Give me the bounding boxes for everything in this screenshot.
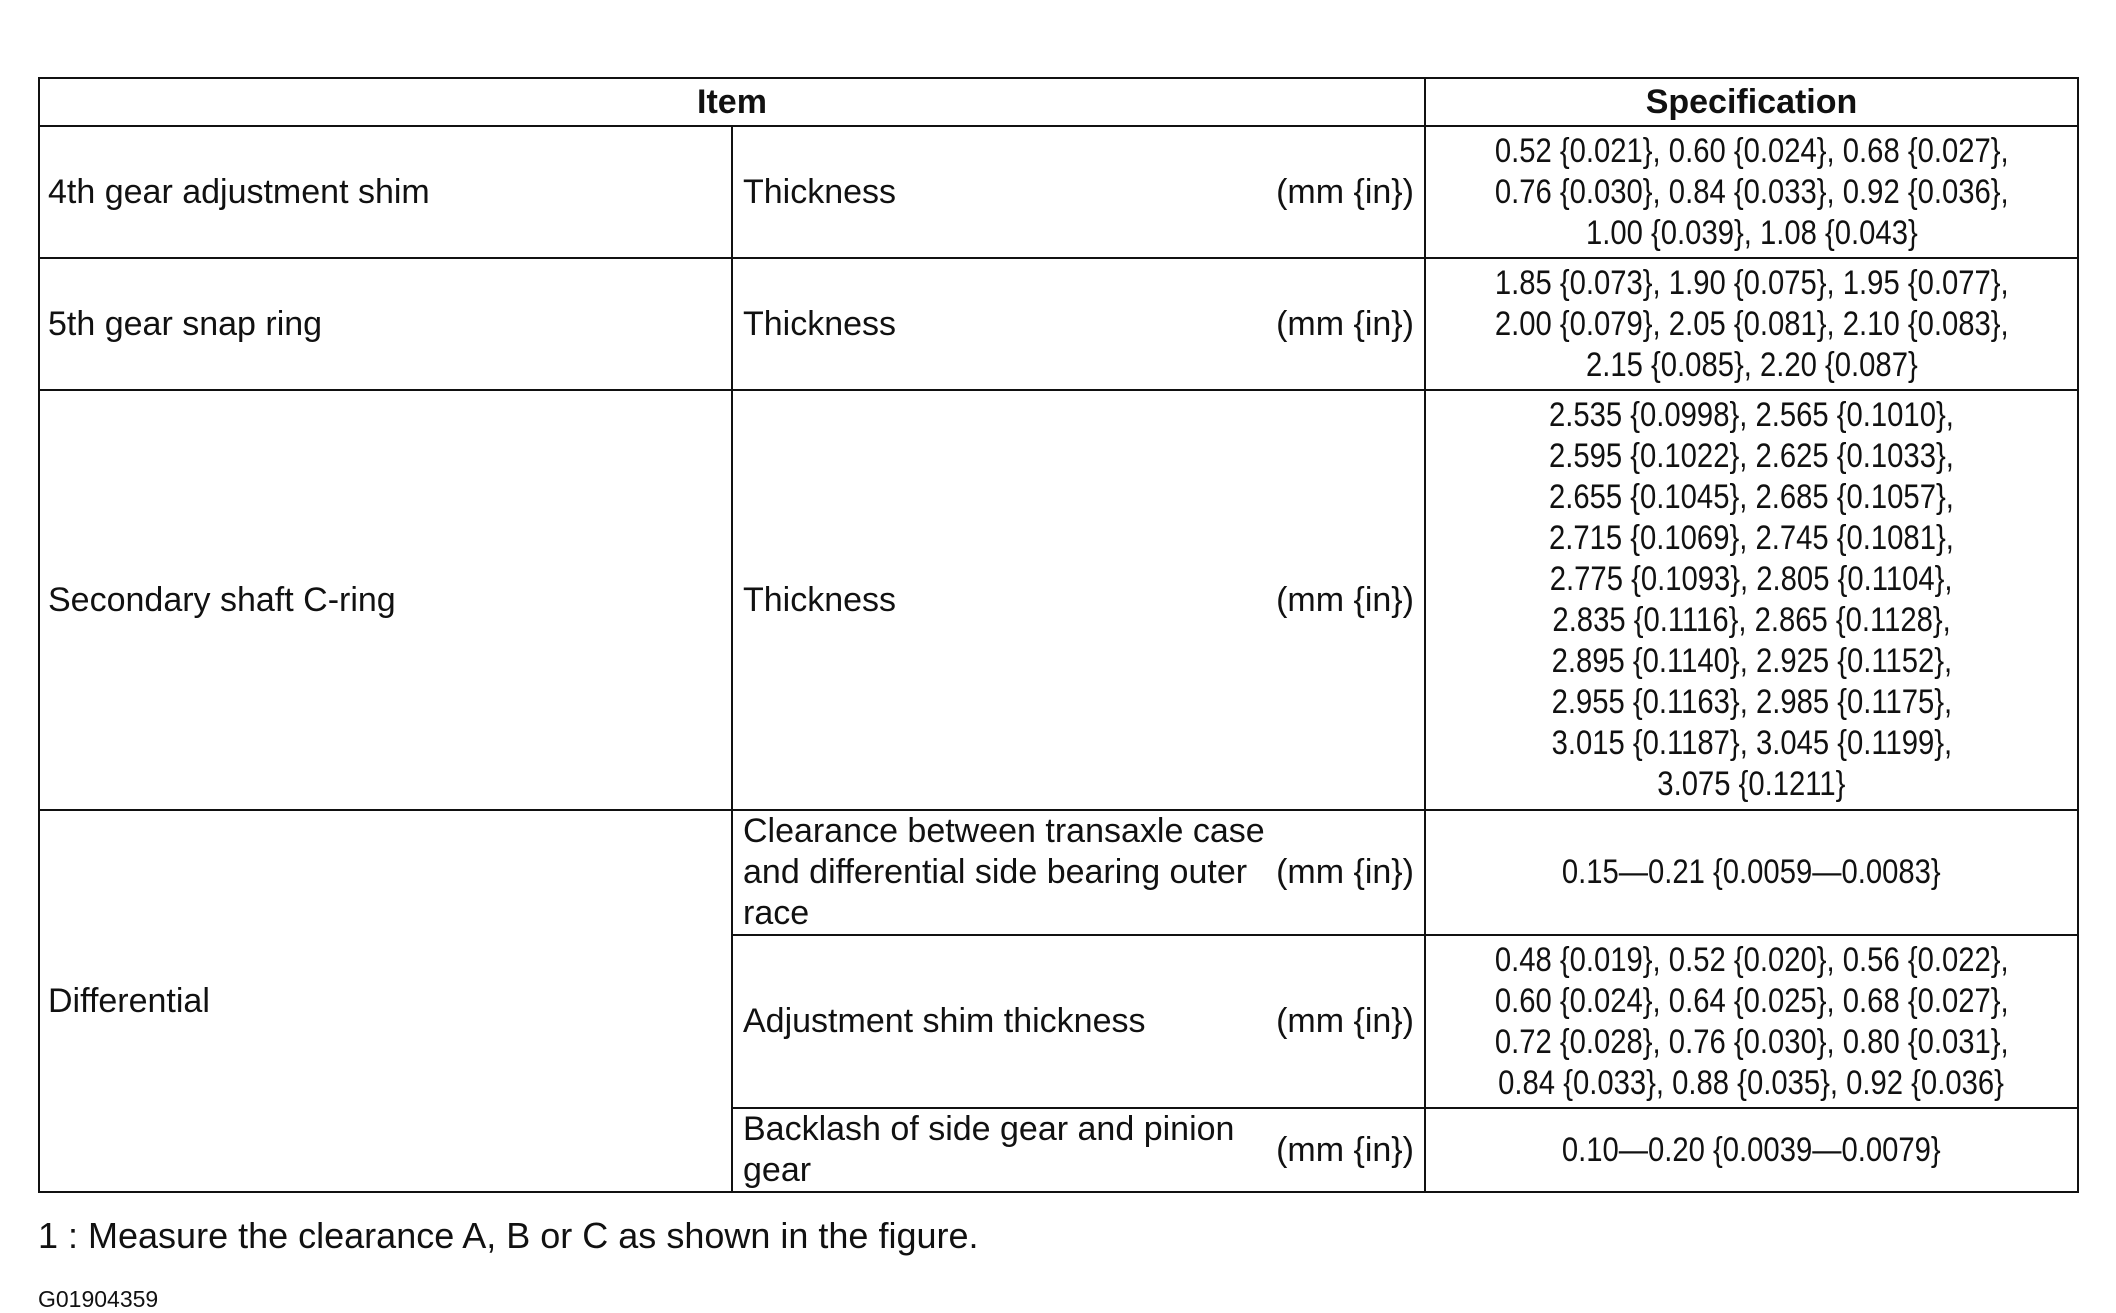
- spec-line: 2.835 {0.1116}, 2.865 {0.1128},: [1552, 601, 1951, 639]
- spec-line: 2.655 {0.1045}, 2.685 {0.1057},: [1549, 478, 1954, 516]
- table-row: 4th gear adjustment shim Thickness (mm {i…: [38, 125, 2079, 259]
- table-row: Secondary shaft C-ring Thickness (mm {in}…: [38, 389, 2079, 811]
- spec-cell: 0.48 {0.019}, 0.52 {0.020}, 0.56 {0.022}…: [1424, 934, 2079, 1109]
- unit-label: (mm {in}): [1276, 304, 1414, 343]
- spec-line: 3.015 {0.1187}, 3.045 {0.1199},: [1551, 724, 1952, 762]
- item-label: Thickness: [743, 304, 897, 343]
- unit-label: (mm {in}): [1276, 172, 1414, 211]
- spec-line: 2.775 {0.1093}, 2.805 {0.1104},: [1550, 560, 1953, 598]
- spec-line: 2.15 {0.085}, 2.20 {0.087}: [1585, 345, 1918, 384]
- spec-line: 0.84 {0.033}, 0.88 {0.035}, 0.92 {0.036}: [1498, 1063, 2005, 1102]
- spec-line: 0.60 {0.024}, 0.64 {0.025}, 0.68 {0.027}…: [1494, 981, 2009, 1020]
- spec-line: 2.895 {0.1140}, 2.925 {0.1152},: [1551, 642, 1952, 680]
- group-cell: Secondary shaft C-ring: [38, 389, 733, 811]
- specification-table: Item Specification 4th gear adjustment s…: [38, 77, 2079, 1193]
- table-row: Backlash of side gear and pinion gear (mm…: [39, 1107, 2079, 1193]
- table-row: Adjustment shim thickness (mm {in}) 0.48 …: [39, 934, 2079, 1109]
- item-label: Adjustment shim thickness: [743, 1002, 1146, 1040]
- spec-line: 1.00 {0.039}, 1.08 {0.043}: [1585, 213, 1918, 252]
- unit-label: (mm {in}): [1276, 853, 1414, 891]
- group-cell: 5th gear snap ring: [38, 257, 733, 391]
- spec-line: 2.535 {0.0998}, 2.565 {0.1010},: [1549, 396, 1954, 434]
- group-cell: 4th gear adjustment shim: [38, 125, 733, 259]
- header-specification: Specification: [1424, 77, 2079, 127]
- spec-cell: 2.535 {0.0998}, 2.565 {0.1010}, 2.595 {0.…: [1424, 389, 2079, 811]
- table-row: 5th gear snap ring Thickness (mm {in}) 1.…: [38, 257, 2079, 391]
- item-label: Clearance between transaxle case and dif…: [743, 812, 1265, 932]
- spec-cell: 1.85 {0.073}, 1.90 {0.075}, 1.95 {0.077}…: [1424, 257, 2079, 391]
- spec-line: 2.715 {0.1069}, 2.745 {0.1081},: [1549, 519, 1954, 557]
- group-cell: Differential: [38, 809, 733, 1193]
- spec-line: 0.76 {0.030}, 0.84 {0.033}, 0.92 {0.036}…: [1494, 172, 2009, 211]
- spec-line: 3.075 {0.1211}: [1657, 765, 1846, 803]
- spec-line: 0.10—0.20 {0.0039—0.0079}: [1562, 1130, 1941, 1169]
- spec-cell: 0.52 {0.021}, 0.60 {0.024}, 0.68 {0.027}…: [1424, 125, 2079, 259]
- item-label: Thickness: [743, 580, 897, 619]
- footnote: 1 : Measure the clearance A, B or C as s…: [38, 1215, 979, 1256]
- spec-line: 0.52 {0.021}, 0.60 {0.024}, 0.68 {0.027}…: [1494, 131, 2009, 170]
- spec-line: 2.595 {0.1022}, 2.625 {0.1033},: [1549, 437, 1954, 475]
- unit-label: (mm {in}): [1276, 1002, 1414, 1040]
- item-label: Backlash of side gear and pinion gear: [743, 1110, 1235, 1189]
- spec-line: 0.15—0.21 {0.0059—0.0083}: [1562, 853, 1941, 891]
- spec-cell: 0.15—0.21 {0.0059—0.0083}: [1424, 809, 2079, 936]
- item-label: Thickness: [743, 172, 897, 211]
- figure-code: G01904359: [38, 1286, 159, 1312]
- spec-line: 2.955 {0.1163}, 2.985 {0.1175},: [1551, 683, 1952, 721]
- document-body: Item Specification 4th gear adjustment s…: [38, 77, 2079, 1313]
- table-row: Differential Clearance between transaxle…: [38, 809, 2079, 1193]
- header-item: Item: [38, 77, 1426, 127]
- spec-line: 2.00 {0.079}, 2.05 {0.081}, 2.10 {0.083}…: [1494, 304, 2009, 343]
- header-row: Item Specification: [38, 77, 2079, 127]
- spec-line: 0.72 {0.028}, 0.76 {0.030}, 0.80 {0.031}…: [1494, 1022, 2009, 1061]
- spec-line: 0.48 {0.019}, 0.52 {0.020}, 0.56 {0.022}…: [1494, 940, 2009, 979]
- spec-cell: 0.10—0.20 {0.0039—0.0079}: [1424, 1107, 2079, 1193]
- spec-line: 1.85 {0.073}, 1.90 {0.075}, 1.95 {0.077}…: [1494, 263, 2009, 302]
- unit-label: (mm {in}): [1276, 1130, 1414, 1169]
- unit-label: (mm {in}): [1276, 580, 1414, 619]
